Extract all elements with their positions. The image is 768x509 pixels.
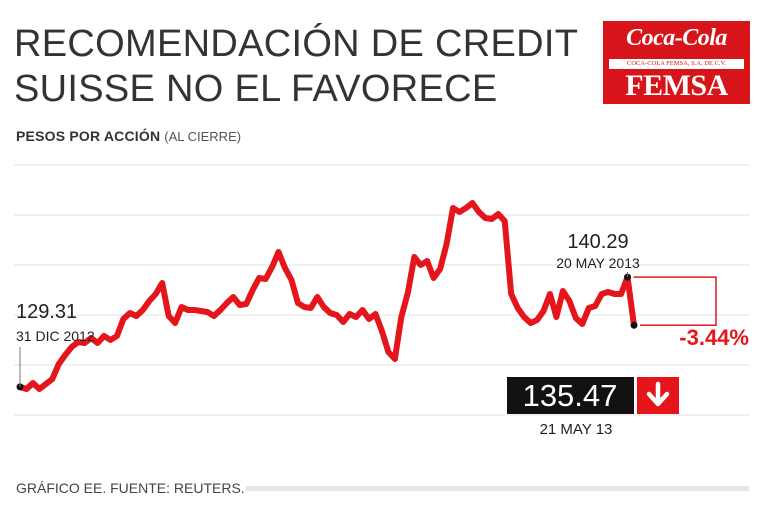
gridlines [14, 164, 750, 416]
coca-cola-femsa-logo: Coca-Cola COCA-COLA FEMSA, S.A. DE C.V. … [603, 21, 750, 104]
prev-value-label: 140.29 [567, 231, 628, 253]
start-value-label: 129.31 [16, 301, 77, 323]
last-value-box [507, 377, 634, 414]
subtitle-unit: (AL CIERRE) [164, 129, 242, 144]
series-line [17, 200, 637, 392]
logo-band: COCA-COLA FEMSA, S.A. DE C.V. [609, 59, 744, 69]
chart-subtitle: PESOS POR ACCIÓN (AL CIERRE) [16, 128, 241, 144]
footer-rule [246, 486, 749, 491]
logo-script: Coca-Cola [626, 25, 727, 51]
last-close-point [630, 321, 638, 329]
data-points [16, 273, 638, 391]
title-line-2: SUISSE NO EL FAVORECE [14, 68, 498, 110]
down-arrow-icon [646, 381, 670, 407]
subtitle-measure: PESOS POR ACCIÓN [16, 128, 161, 144]
chart-title: RECOMENDACIÓN DE CREDIT SUISSE NO EL FAV… [14, 22, 578, 112]
title-line-1: RECOMENDACIÓN DE CREDIT [14, 23, 579, 65]
last-value-label: 135.47 [523, 378, 618, 413]
start-date-label: 31 DIC 2012 [16, 328, 95, 344]
logo-femsa: FEMSA [625, 69, 728, 102]
prev-date-label: 20 MAY 2013 [556, 255, 640, 271]
source-footer: GRÁFICO EE. FUENTE: REUTERS. [16, 480, 245, 496]
last-date-label: 21 MAY 13 [540, 421, 613, 438]
change-bracket [633, 276, 717, 327]
change-label: -3.44% [679, 325, 749, 350]
